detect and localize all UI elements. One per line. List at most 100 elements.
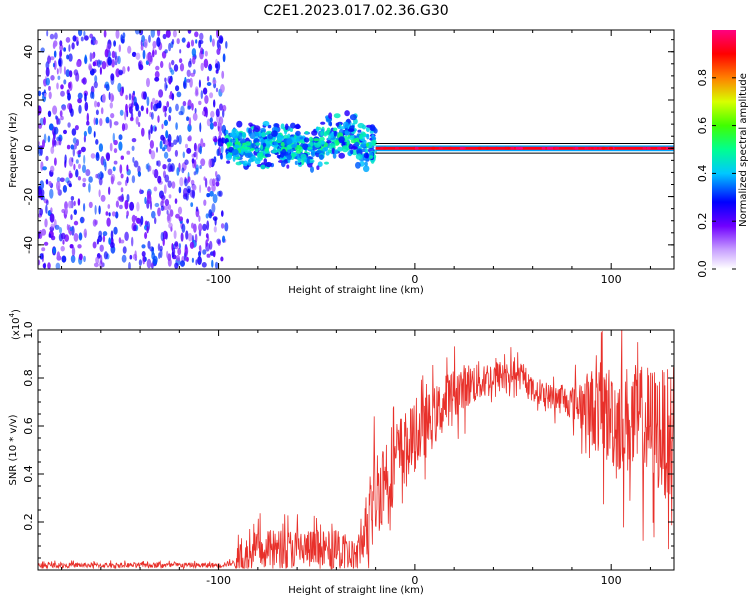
spectrogram-cell xyxy=(131,236,134,247)
spectrogram-cell xyxy=(297,157,301,164)
spectrogram-cell xyxy=(53,60,57,70)
spectrogram-cell xyxy=(208,158,212,168)
spectrogram-cell xyxy=(302,143,309,151)
spectrogram-cell xyxy=(176,135,180,143)
spectrogram-cell xyxy=(164,81,168,92)
spectrogram-cell xyxy=(67,102,72,110)
spectrogram-cells xyxy=(38,30,674,269)
spectrogram-cell xyxy=(154,71,160,79)
spectrogram-cell xyxy=(201,110,205,116)
spectrogram-cell xyxy=(271,149,278,154)
spectrogram-cell xyxy=(549,146,554,150)
spectrogram-cell xyxy=(139,188,142,195)
spectrogram-cell xyxy=(150,124,153,134)
spectrogram-cell xyxy=(271,130,278,138)
chart-title: C2E1.2023.017.02.36.G30 xyxy=(263,3,448,19)
spectrogram-cell xyxy=(92,241,97,249)
spectrogram-cell xyxy=(165,30,171,38)
spectrogram-x-axis-label: Height of straight line (km) xyxy=(288,285,424,296)
spectrogram-cell xyxy=(186,185,192,193)
spectrogram-cell xyxy=(198,79,201,88)
spectrogram-x-ticks: -100 0 100 xyxy=(61,30,651,286)
spectrogram-cell xyxy=(199,184,202,194)
spectrogram-cell xyxy=(60,115,64,121)
spectrogram-cell xyxy=(76,60,81,68)
spectrogram-cell xyxy=(168,194,172,199)
spectrogram-cell xyxy=(131,145,135,151)
spectrogram-cell xyxy=(66,144,71,150)
spectrogram-cell xyxy=(83,228,88,238)
spectrogram-cell xyxy=(43,262,47,269)
spectrogram-cell xyxy=(48,123,54,131)
spectrogram-cell xyxy=(109,119,112,129)
spectrogram-cell xyxy=(90,153,96,159)
spectrogram-cell xyxy=(71,42,75,50)
spectrogram-cell xyxy=(213,99,216,108)
spectrogram-cell xyxy=(163,184,167,195)
spectrogram-cell xyxy=(225,153,233,161)
spectrogram-cell xyxy=(200,62,204,72)
spectrogram-cell xyxy=(50,223,55,229)
spectrogram-cell xyxy=(180,232,184,242)
spectrogram-cell xyxy=(222,104,227,112)
spectrogram-cell xyxy=(335,139,340,146)
spectrogram-cell xyxy=(110,242,115,249)
spectrogram-cell xyxy=(154,217,157,225)
spectrogram-cell xyxy=(273,141,279,146)
spectrogram-cell xyxy=(104,48,109,58)
spectrogram-cell xyxy=(163,144,168,150)
spectrogram-cell xyxy=(64,207,69,215)
spectrogram-cell xyxy=(76,139,79,146)
spectrogram-cell xyxy=(209,190,214,197)
spectrogram-cell xyxy=(307,146,313,150)
spectrogram-cell xyxy=(194,86,199,94)
spectrogram-cell xyxy=(70,144,75,150)
spectrogram-cell xyxy=(150,150,156,160)
spectrogram-cell xyxy=(154,202,160,208)
spectrogram-cell xyxy=(84,101,89,112)
spectrogram-cell xyxy=(45,204,48,214)
spectrogram-cell xyxy=(186,78,191,83)
spectrogram-cell xyxy=(209,92,214,99)
spectrogram-cell xyxy=(141,35,146,43)
spectrogram-cell xyxy=(83,203,86,212)
spectrogram-cell xyxy=(276,135,284,141)
spectrogram-cell xyxy=(156,102,161,109)
spectrogram-cell xyxy=(71,246,76,257)
spectrogram-cell xyxy=(198,100,202,106)
spectrogram-cell xyxy=(290,152,297,157)
spectrogram-cell xyxy=(94,75,98,83)
spectrogram-cell xyxy=(289,128,293,132)
spectrogram-cell xyxy=(555,146,560,150)
spectrogram-cell xyxy=(264,153,272,158)
spectrogram-cell xyxy=(44,218,48,228)
spectrogram-cell xyxy=(127,45,132,54)
spectrogram-cell xyxy=(95,139,99,145)
spectrogram-cell xyxy=(359,134,363,140)
spectrogram-cell xyxy=(78,253,83,261)
spectrogram-cell xyxy=(83,30,86,37)
spectrogram-cell xyxy=(45,179,49,185)
spectrogram-cell xyxy=(366,142,369,147)
spectrogram-cell xyxy=(148,130,151,141)
x-tick-label: 100 xyxy=(601,574,622,587)
spectrogram-cell xyxy=(83,255,86,263)
spectrogram-cell xyxy=(267,124,272,129)
spectrogram-cell xyxy=(168,106,172,114)
spectrogram-cell xyxy=(168,140,172,147)
spectrogram-cell xyxy=(199,165,202,170)
spectrogram-cell xyxy=(133,96,137,106)
spectrogram-cell xyxy=(200,138,204,149)
spectrogram-cell xyxy=(281,160,286,168)
spectrogram-cell xyxy=(172,30,177,38)
spectrogram-cell xyxy=(110,173,116,182)
spectrogram-cell xyxy=(42,139,45,148)
spectrogram-cell xyxy=(140,215,144,226)
spectrogram-cell xyxy=(69,229,72,236)
spectrogram-cell xyxy=(356,148,363,154)
spectrogram-cell xyxy=(126,194,130,202)
spectrogram-cell xyxy=(69,244,74,249)
spectrogram-cell xyxy=(364,148,369,154)
spectrogram-cell xyxy=(53,40,58,47)
